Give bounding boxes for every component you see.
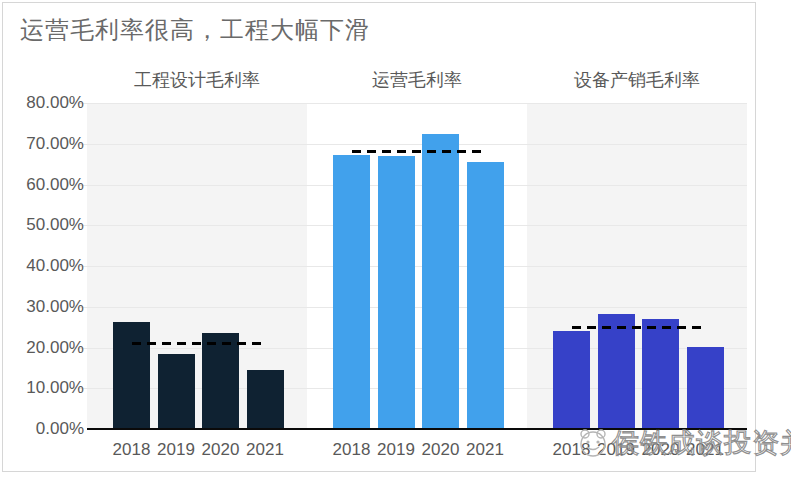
x-axis-tick-label: 2019 bbox=[153, 440, 199, 460]
x-axis-tick-label: 2019 bbox=[373, 440, 419, 460]
x-axis-tick-label: 2020 bbox=[198, 440, 244, 460]
bar bbox=[598, 314, 635, 429]
y-axis-tick-label: 40.00% bbox=[4, 257, 84, 275]
bar bbox=[202, 333, 239, 429]
bar bbox=[247, 370, 284, 429]
bar bbox=[422, 134, 459, 429]
watermark-text: 侯铁成谈投资并购 bbox=[612, 425, 791, 461]
x-axis-tick-label: 2018 bbox=[109, 440, 155, 460]
group-header-label: 运营毛利率 bbox=[307, 69, 527, 91]
bar bbox=[378, 156, 415, 429]
x-axis-tick-label: 2018 bbox=[329, 440, 375, 460]
y-axis-tick-label: 30.00% bbox=[4, 298, 84, 316]
bar bbox=[113, 322, 150, 429]
watermark: 侯铁成谈投资并购 bbox=[577, 425, 791, 461]
gridline bbox=[78, 103, 747, 104]
y-axis-tick-label: 70.00% bbox=[4, 135, 84, 153]
x-axis-tick-label: 2021 bbox=[462, 440, 508, 460]
group-header-label: 设备产销毛利率 bbox=[527, 69, 747, 91]
bar bbox=[642, 319, 679, 429]
x-axis-tick-label: 2020 bbox=[418, 440, 464, 460]
y-axis-tick-label: 60.00% bbox=[4, 176, 84, 194]
y-axis-tick-label: 50.00% bbox=[4, 216, 84, 234]
gridline bbox=[78, 144, 747, 145]
chart-canvas: 运营毛利率很高，工程大幅下滑 80.00% 70.00% 60.00% 50.00% 4… bbox=[0, 0, 791, 479]
bar bbox=[553, 331, 590, 429]
bar bbox=[158, 354, 195, 429]
average-dashed-line bbox=[572, 326, 706, 329]
y-axis-tick-label: 0.00% bbox=[4, 420, 84, 438]
group-header-label: 工程设计毛利率 bbox=[87, 69, 307, 91]
y-axis-tick-label: 80.00% bbox=[4, 94, 84, 112]
bar bbox=[687, 347, 724, 429]
panda-face-icon bbox=[577, 427, 609, 459]
bar bbox=[333, 155, 370, 429]
x-axis-tick-label: 2021 bbox=[242, 440, 288, 460]
bar bbox=[467, 162, 504, 429]
average-dashed-line bbox=[132, 342, 266, 345]
average-dashed-line bbox=[352, 150, 486, 153]
y-axis-tick-label: 20.00% bbox=[4, 339, 84, 357]
chart-title: 运营毛利率很高，工程大幅下滑 bbox=[20, 14, 370, 46]
y-axis-tick-label: 10.00% bbox=[4, 379, 84, 397]
